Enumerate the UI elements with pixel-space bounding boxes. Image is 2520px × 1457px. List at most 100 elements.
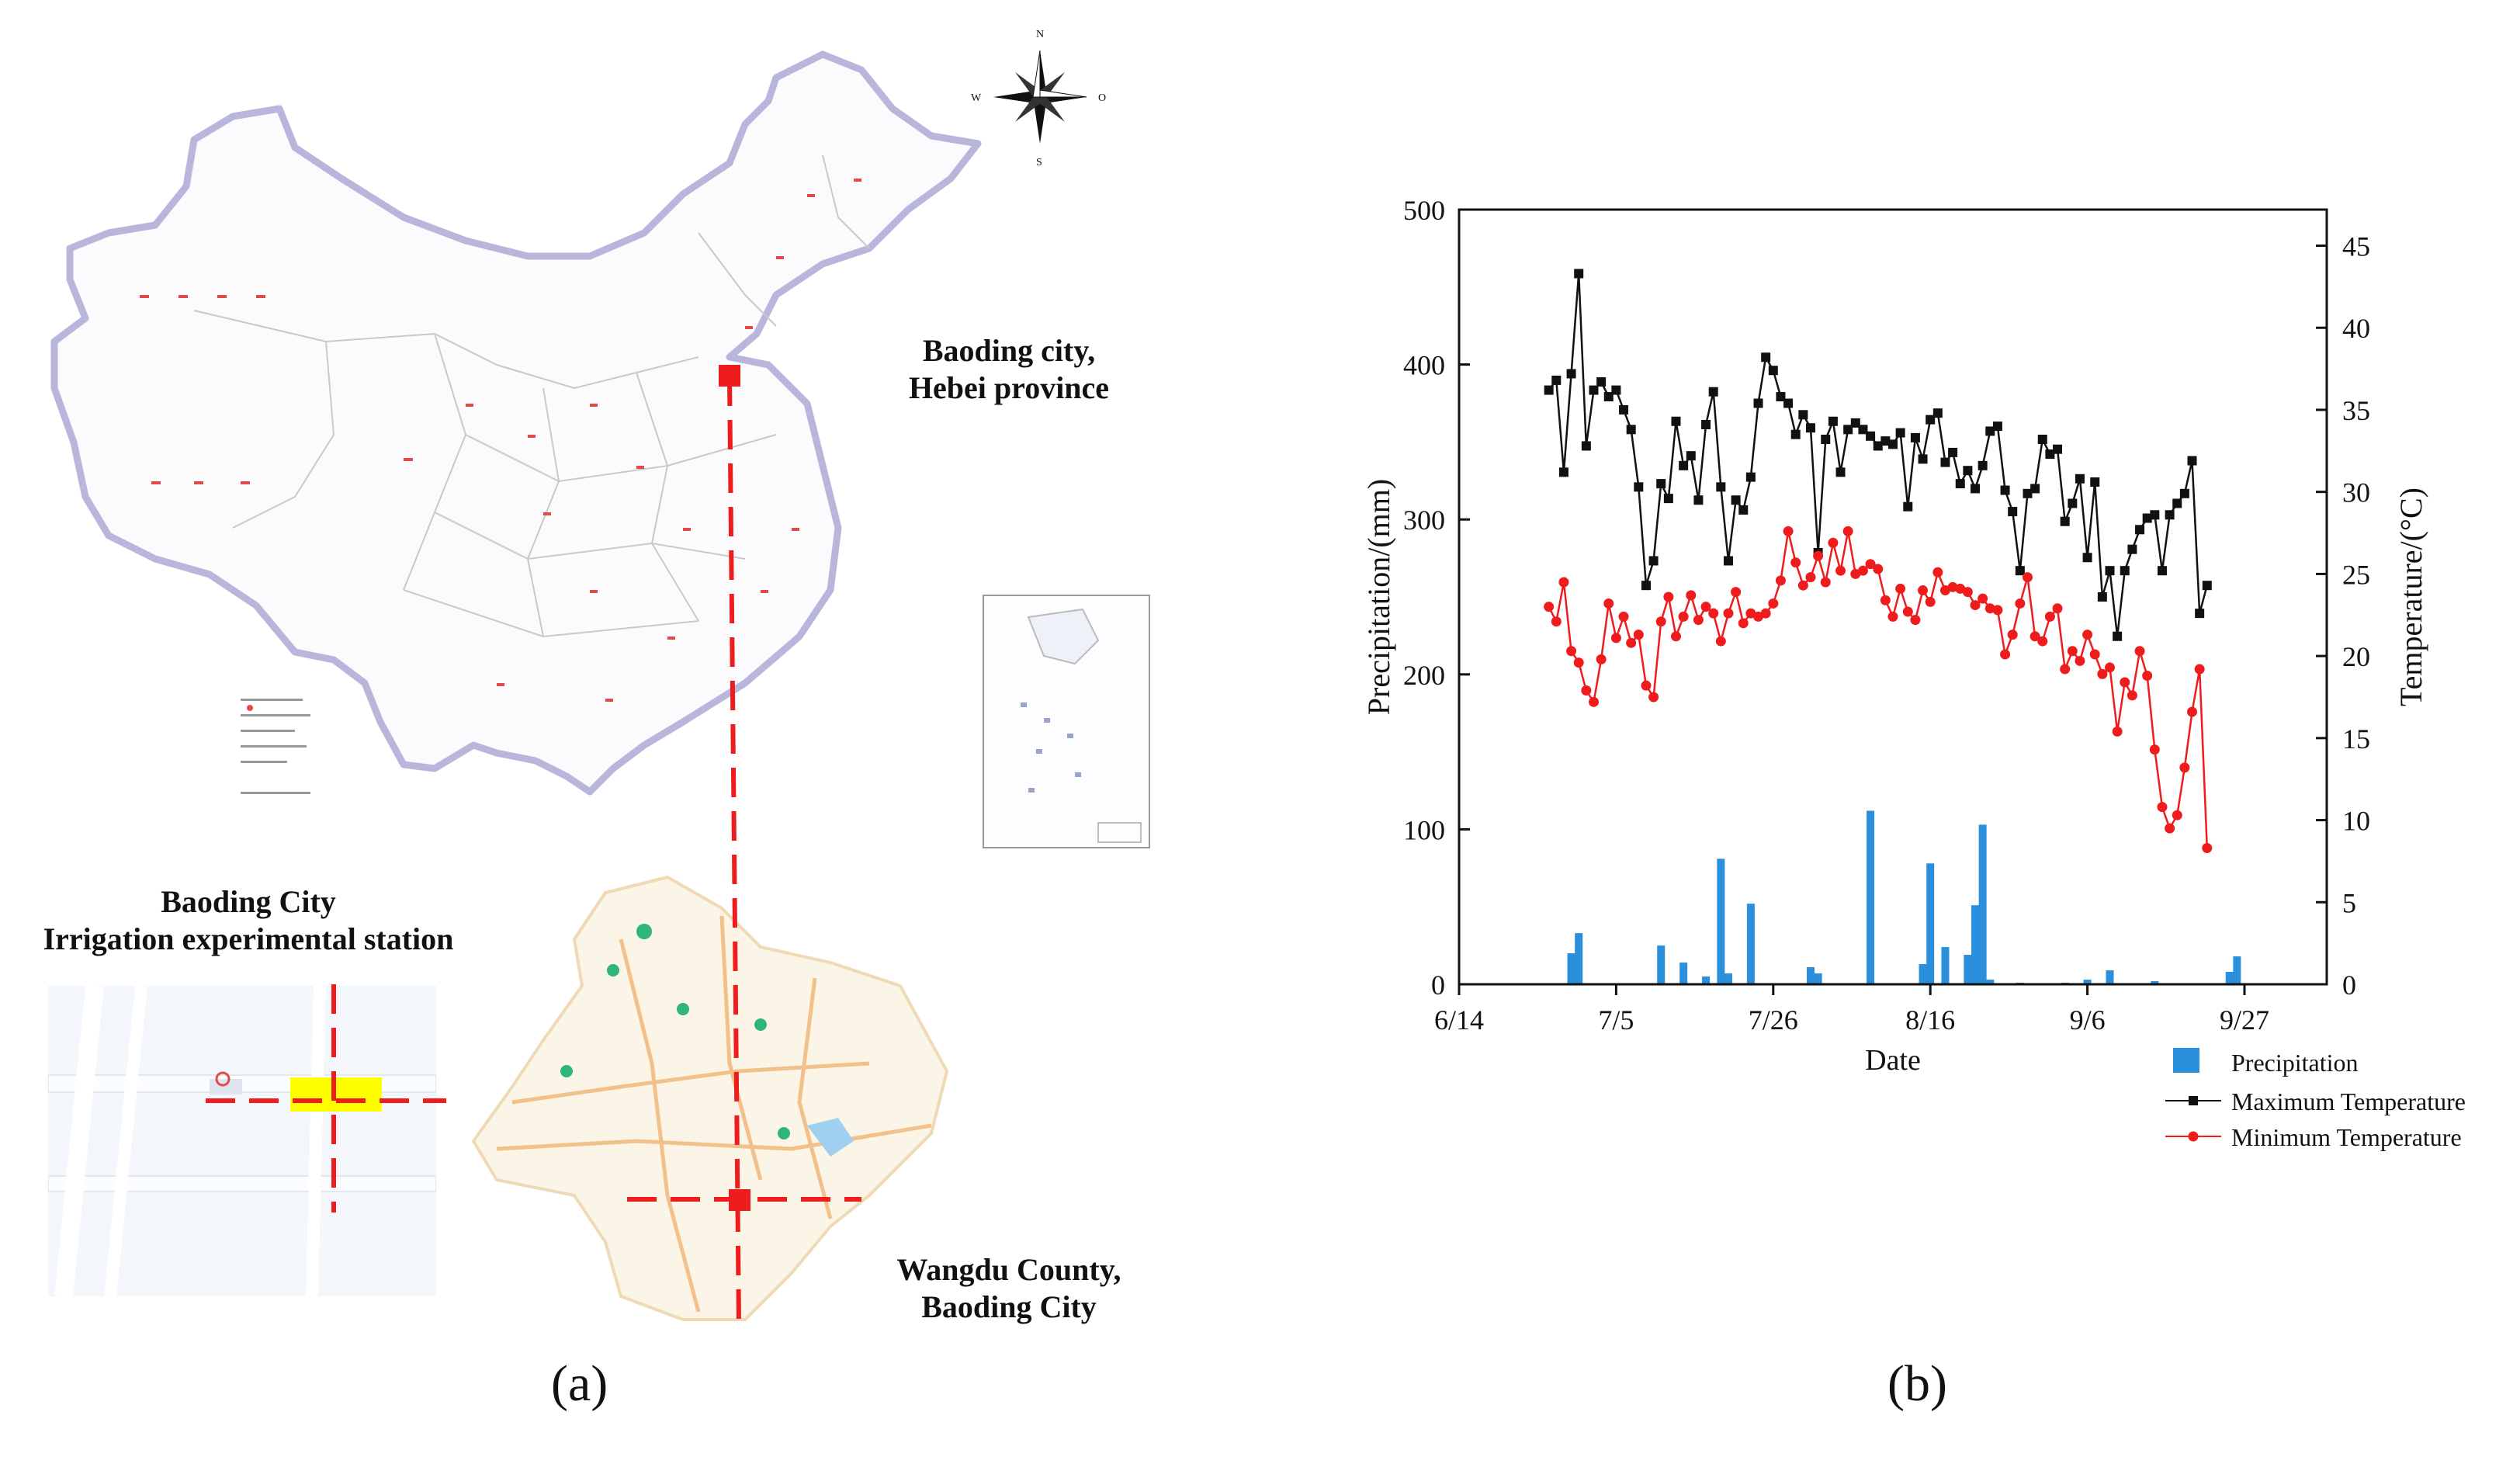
tmax-point (1663, 494, 1673, 504)
tmax-point (1544, 385, 1554, 395)
tmin-point (1708, 608, 1719, 619)
tmax-point (1985, 426, 1995, 436)
label-station: Baoding City Irrigation experimental sta… (0, 883, 497, 958)
tmax-point (1783, 398, 1794, 408)
tmin-point (1857, 565, 1868, 576)
tmin-point (1902, 606, 1913, 617)
compass-s: S (1036, 157, 1042, 168)
tmax-point (2037, 435, 2047, 445)
china-map (50, 50, 982, 796)
tmin-point (1588, 696, 1599, 707)
plot-frame (1458, 208, 2328, 986)
precip-bar (1575, 933, 1583, 984)
tmax-point (1589, 385, 1599, 395)
compass-w: W (971, 92, 982, 104)
tmax-point (2157, 566, 2167, 576)
right-tick-label: 30 (2342, 477, 2370, 508)
right-axis-title: Temperature/(°C) (2393, 487, 2428, 706)
left-tick-label: 400 (1403, 350, 1445, 381)
tmin-point (1797, 580, 1808, 591)
precip-bar (1746, 904, 1755, 984)
tmax-point (1656, 479, 1666, 489)
panel-b-label: (b) (1887, 1355, 1947, 1412)
left-tick-label: 500 (1403, 195, 1445, 226)
tmax-point (2082, 553, 2092, 563)
precip-bar (2083, 980, 2092, 984)
tmin-point (1873, 564, 1884, 574)
tmax-point (2165, 510, 2175, 520)
x-tick-label: 9/27 (2220, 1004, 2269, 1036)
tmax-point (1558, 467, 1569, 477)
tmin-point (2052, 603, 2063, 614)
right-tick-label: 15 (2342, 723, 2370, 755)
tmax-point (1940, 457, 1950, 467)
tmin-point (1558, 577, 1569, 588)
tmin-point (1663, 591, 1674, 602)
tmin-point (1581, 685, 1592, 696)
tmin-point (1596, 654, 1607, 664)
tmax-point (2060, 516, 2070, 526)
tmax-point (1835, 467, 1846, 477)
precip-bar (2225, 972, 2234, 984)
tmax-point (1581, 441, 1591, 451)
tmin-point (2000, 649, 2011, 660)
tmax-point (1948, 447, 1958, 457)
precip-bar (1679, 963, 1688, 984)
x-tick-label: 9/6 (2070, 1004, 2106, 1036)
baoding-marker-upper (719, 365, 740, 387)
precip-bar (2151, 981, 2159, 984)
tmax-point (2015, 566, 2025, 576)
label-station-line1: Baoding City (161, 884, 336, 919)
tmax-point (1745, 472, 1756, 482)
tmin-point (2187, 706, 2198, 717)
tmax-point (1603, 392, 1614, 402)
tmin-point (2030, 631, 2040, 642)
tmin-point (2067, 646, 2078, 657)
tmax-point (1821, 435, 1831, 445)
precip-bar (1941, 947, 1950, 984)
tmin-point (2075, 655, 2085, 666)
tmin-point (1842, 526, 1853, 536)
tmax-point (2135, 525, 2145, 535)
left-axis-title: Precipitation/(mm) (1361, 479, 1396, 715)
tmax-point (1888, 439, 1898, 449)
tmin-point (1828, 537, 1839, 548)
label-wangdu-line1: Wangdu County, (896, 1252, 1121, 1287)
right-tick-label: 20 (2342, 641, 2370, 672)
tmax-point (1738, 505, 1749, 515)
tmax-point (2113, 631, 2123, 641)
label-station-line2: Irrigation experimental station (43, 921, 454, 956)
tmin-point (1633, 630, 1644, 640)
tmin-point (1760, 608, 1771, 619)
map-legend (241, 699, 310, 794)
tmax-point (1932, 408, 1943, 418)
tmax-point (1619, 404, 1629, 415)
tmin-point (2007, 630, 2018, 640)
right-tick-label: 0 (2342, 970, 2356, 1001)
precip-bar (1986, 980, 1995, 984)
right-tick-label: 5 (2342, 887, 2356, 918)
right-tick-label: 45 (2342, 231, 2370, 262)
tmin-point (1566, 646, 1577, 657)
baoding-county-map (471, 875, 949, 1321)
x-tick-label: 6/14 (1434, 1004, 1484, 1036)
legend-tmin-marker (2188, 1131, 2199, 1142)
label-baoding-province: Baoding city, Hebei province (885, 332, 1133, 407)
tmax-point (1671, 416, 1681, 426)
tmax-point (2127, 544, 2137, 554)
tmax-point (1895, 428, 1905, 438)
legend-precip-swatch (2173, 1048, 2199, 1073)
tmax-point (2179, 488, 2189, 498)
right-tick-label: 25 (2342, 559, 2370, 590)
tmin-point (1693, 615, 1704, 626)
tmax-point (2097, 592, 2107, 602)
right-tick-label: 10 (2342, 806, 2370, 837)
tmin-point (1723, 608, 1734, 619)
tmin-point (1671, 631, 1681, 642)
location-connectors (206, 365, 861, 1324)
south-china-sea-inset (983, 595, 1150, 848)
tmin-point (1700, 602, 1711, 612)
tmin-point (1768, 598, 1779, 609)
tmin-point (2165, 823, 2175, 834)
tmin-point (1992, 605, 2003, 616)
